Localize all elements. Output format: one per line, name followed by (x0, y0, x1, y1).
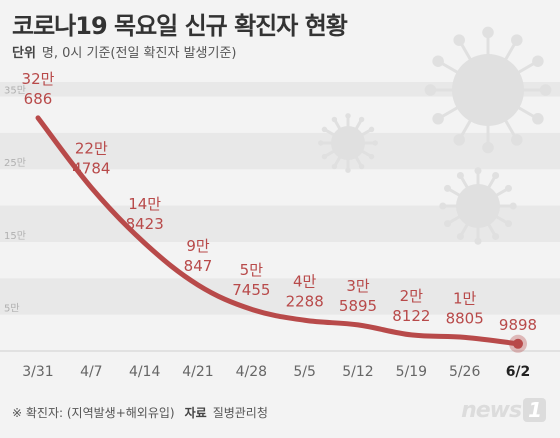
news1-logo: news 1 (461, 398, 546, 423)
data-label: 9898 (499, 316, 537, 334)
y-axis-ticks: 5만 15만 25만 35만 (4, 85, 26, 315)
x-tick-label: 4/14 (129, 364, 161, 380)
background-band (0, 82, 560, 97)
series-line (35, 115, 521, 347)
data-label: 4784 (72, 160, 110, 178)
virus-icon (439, 167, 517, 245)
data-label: 8423 (126, 215, 164, 233)
x-tick-label: 4/7 (80, 364, 103, 380)
data-label: 5895 (339, 297, 377, 315)
x-axis-ticks: 3/31 4/7 4/14 4/21 4/28 5/5 5/12 5/19 5/26 6/2 (22, 364, 530, 380)
data-label: 5만 (240, 261, 264, 279)
unit-text: 명, 0시 기준(전일 확진자 발생기준) (41, 46, 237, 61)
data-label: 2288 (286, 292, 324, 310)
y-tick-label: 5만 (4, 303, 20, 315)
source-name: 질병관리청 (212, 406, 268, 420)
data-label: 4만 (293, 272, 317, 290)
virus-decoration-icon (318, 26, 552, 245)
source-label: 자료 (184, 406, 207, 420)
data-label: 9만 (186, 237, 210, 255)
data-label: 1만 (453, 289, 477, 307)
data-label: 14만 (128, 195, 161, 213)
unit-label: 단위 (12, 46, 36, 61)
x-tick-label: 4/28 (236, 364, 267, 380)
y-tick-label: 35만 (4, 85, 26, 97)
logo-number: 1 (523, 398, 546, 422)
data-label: 3만 (346, 277, 370, 295)
data-label: 22만 (75, 140, 108, 158)
x-tick-label: 5/26 (449, 364, 481, 380)
x-tick-label: 5/12 (342, 364, 373, 380)
x-tick-label: 6/2 (506, 364, 531, 380)
logo-text: news (461, 398, 522, 423)
y-tick-label: 25만 (4, 157, 26, 169)
data-label: 7455 (232, 281, 270, 299)
x-tick-label: 5/19 (396, 364, 427, 380)
virus-icon (424, 26, 552, 154)
unit-note: 단위 명, 0시 기준(전일 확진자 발생기준) (12, 42, 236, 61)
page-title: 코로나19 목요일 신규 확진자 현황 (12, 12, 348, 40)
data-labels: 32만 686 22만 4784 14만 8423 9만 847 5만 7455 4만 2288 3만 5… (22, 70, 537, 353)
background-band (0, 278, 560, 315)
data-label: 8122 (392, 307, 430, 325)
data-label: 8805 (446, 309, 484, 327)
data-label: 847 (184, 257, 213, 275)
virus-icon (318, 113, 378, 173)
data-label: 686 (24, 90, 53, 108)
footnote: ※ 확진자: (지역발생+해외유입) 자료 질병관리청 (12, 404, 268, 421)
last-point (513, 338, 523, 349)
x-tick-label: 3/31 (22, 364, 53, 380)
y-tick-label: 15만 (4, 230, 26, 242)
data-label: 32만 (22, 70, 55, 88)
footnote-note: ※ 확진자: (지역발생+해외유입) (12, 406, 175, 420)
background-band (0, 132, 560, 170)
x-tick-label: 4/21 (182, 364, 213, 380)
x-tick-label: 5/5 (293, 364, 316, 380)
data-label: 2만 (400, 287, 424, 305)
